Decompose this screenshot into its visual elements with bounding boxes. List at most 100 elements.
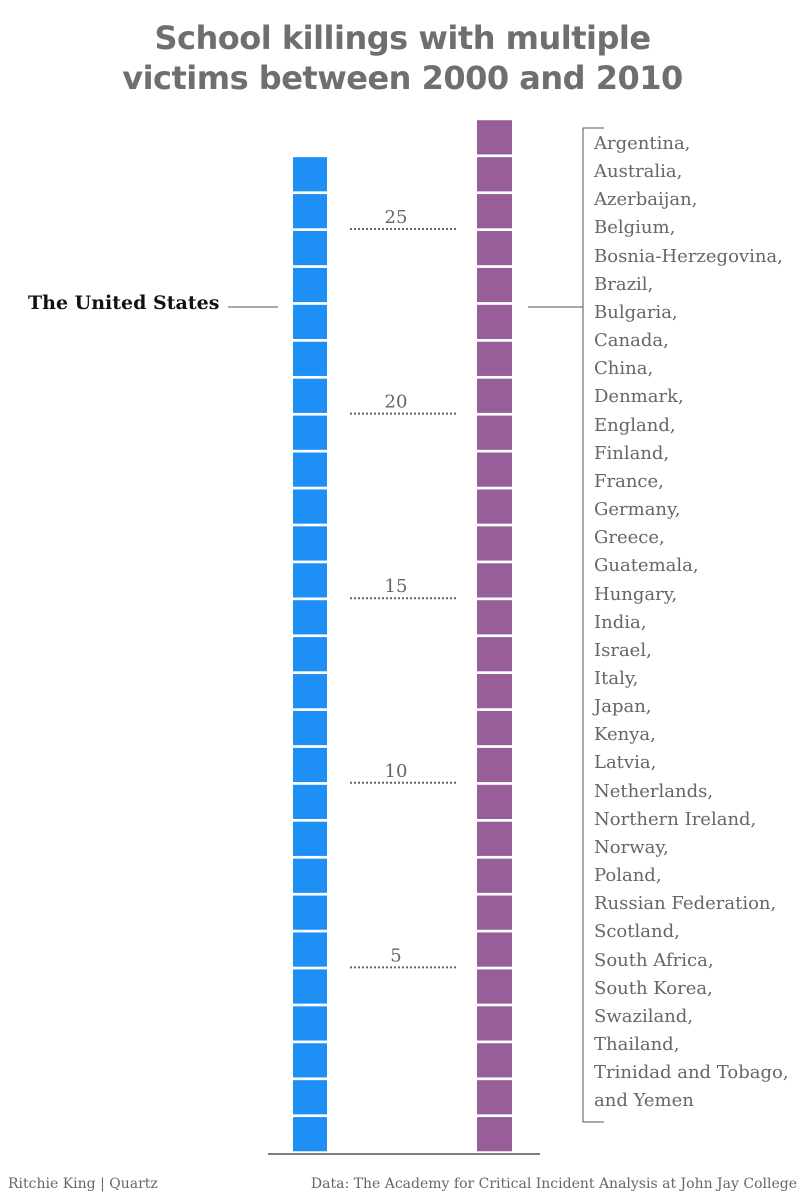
us-block-8 (293, 858, 327, 893)
country-item: France, (594, 470, 664, 492)
chart-title: School killings with multiple victims be… (0, 18, 805, 98)
country-item: Netherlands, (594, 780, 714, 802)
us-block-11 (293, 747, 327, 783)
other-block-15 (477, 600, 512, 635)
us-label: The United States (28, 292, 220, 314)
other-block-13 (477, 674, 512, 709)
country-item: and Yemen (594, 1090, 694, 1112)
country-item: Poland, (594, 865, 662, 887)
other-block-9 (477, 821, 512, 856)
tick-label-20: 20 (385, 392, 408, 413)
us-block-21 (293, 378, 327, 413)
country-item: Swaziland, (594, 1005, 694, 1027)
country-item: England, (594, 414, 676, 436)
us-bar (293, 157, 327, 1152)
other-block-12 (477, 710, 512, 746)
us-block-25 (293, 231, 327, 266)
scale-ticks: 5 10 15 20 25 (350, 207, 456, 969)
tick-label-10: 10 (385, 761, 408, 782)
us-block-3 (293, 1043, 327, 1078)
country-item: Japan, (594, 696, 652, 718)
chart-title-line-1: School killings with multiple (154, 19, 651, 57)
country-item: Brazil, (594, 273, 654, 295)
other-block-18 (477, 489, 512, 524)
country-item: Azerbaijan, (594, 189, 698, 211)
other-block-5 (477, 969, 512, 1004)
other-block-16 (477, 563, 512, 598)
country-item: Northern Ireland, (594, 808, 757, 830)
us-block-1 (293, 1117, 327, 1152)
us-block-12 (293, 710, 327, 746)
other-block-6 (477, 932, 512, 967)
other-block-3 (477, 1043, 512, 1078)
country-item: Italy, (594, 667, 639, 689)
country-item: Canada, (594, 330, 669, 352)
other-block-27 (477, 157, 512, 192)
other-block-14 (477, 637, 512, 672)
other-block-4 (477, 1006, 512, 1041)
country-item: China, (594, 358, 654, 380)
other-block-8 (477, 858, 512, 893)
other-block-1 (477, 1117, 512, 1152)
us-block-4 (293, 1006, 327, 1041)
country-item: Thailand, (594, 1034, 680, 1055)
other-block-10 (477, 784, 512, 819)
us-block-24 (293, 267, 327, 303)
us-block-15 (293, 600, 327, 635)
us-block-7 (293, 895, 327, 930)
us-block-27 (293, 157, 327, 192)
country-item: India, (594, 611, 647, 633)
other-block-23 (477, 304, 512, 340)
other-block-26 (477, 194, 512, 229)
country-item: Bulgaria, (594, 301, 678, 323)
other-block-2 (477, 1080, 512, 1115)
chart-title-line-2: victims between 2000 and 2010 (122, 59, 683, 97)
country-item: South Africa, (594, 949, 714, 971)
us-block-5 (293, 969, 327, 1004)
us-block-6 (293, 932, 327, 967)
country-item: Trinidad and Tobago, (594, 1062, 789, 1084)
us-block-9 (293, 821, 327, 856)
other-block-19 (477, 452, 512, 487)
other-block-22 (477, 341, 512, 376)
country-item: Norway, (594, 836, 669, 858)
country-item: Germany, (594, 499, 681, 521)
country-item: Latvia, (594, 752, 657, 774)
other-block-24 (477, 267, 512, 303)
country-item: Argentina, (594, 133, 691, 154)
other-countries-bar (477, 120, 512, 1152)
us-block-19 (293, 452, 327, 487)
tick-label-5: 5 (390, 945, 401, 966)
country-item: Russian Federation, (594, 893, 777, 915)
tick-label-15: 15 (385, 576, 408, 597)
other-block-25 (477, 231, 512, 266)
us-block-13 (293, 674, 327, 709)
country-item: Australia, (594, 161, 683, 183)
country-item: Israel, (594, 639, 652, 661)
other-block-20 (477, 415, 512, 450)
other-block-7 (477, 895, 512, 930)
country-item: Bosnia-Herzegovina, (594, 245, 783, 267)
us-block-16 (293, 563, 327, 598)
us-block-14 (293, 637, 327, 672)
us-block-2 (293, 1080, 327, 1115)
country-item: Guatemala, (594, 555, 699, 577)
country-list: Argentina, Australia, Azerbaijan, Belgium, B… (594, 130, 804, 1115)
us-block-20 (293, 415, 327, 450)
other-block-21 (477, 378, 512, 413)
us-block-26 (293, 194, 327, 229)
country-item: Greece, (594, 527, 665, 549)
country-item: Scotland, (594, 921, 680, 943)
country-item: Belgium, (594, 217, 676, 239)
country-item: Finland, (594, 442, 670, 464)
country-bracket (528, 127, 604, 1123)
other-block-28 (477, 120, 512, 155)
us-block-23 (293, 304, 327, 340)
author-credit: Ritchie King | Quartz (8, 1176, 158, 1192)
country-item: Kenya, (594, 724, 656, 746)
country-item: South Korea, (594, 977, 713, 999)
other-block-17 (477, 526, 512, 561)
us-block-10 (293, 784, 327, 819)
source-credit: Data: The Academy for Critical Incident … (310, 1176, 797, 1192)
